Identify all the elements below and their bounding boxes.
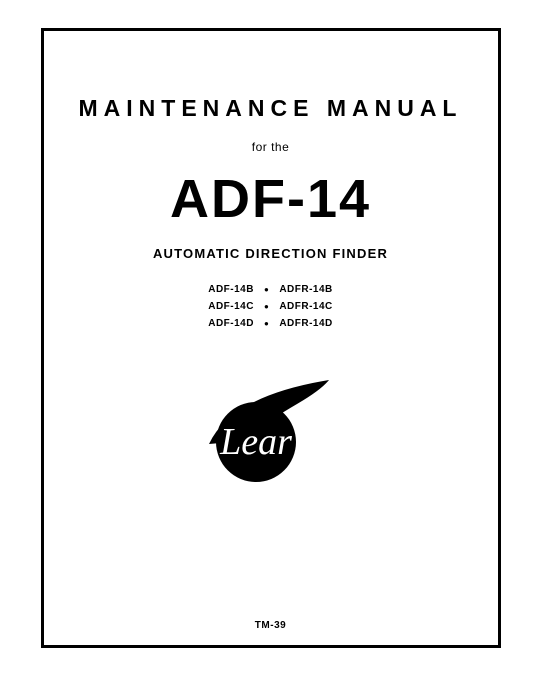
variant-row: ADF-14D ● ADFR-14D bbox=[208, 315, 333, 332]
brand-logo: Lear bbox=[201, 374, 341, 484]
variant-right: ADFR-14D bbox=[279, 315, 332, 332]
lear-logo-icon: Lear bbox=[201, 374, 341, 484]
manual-title: MAINTENANCE MANUAL bbox=[79, 95, 463, 122]
bullet-icon: ● bbox=[264, 303, 269, 311]
bullet-icon: ● bbox=[264, 286, 269, 294]
variant-list: ADF-14B ● ADFR-14B ADF-14C ● ADFR-14C AD… bbox=[208, 281, 333, 332]
bullet-icon: ● bbox=[264, 320, 269, 328]
for-the-label: for the bbox=[252, 140, 290, 154]
page: MAINTENANCE MANUAL for the ADF-14 AUTOMA… bbox=[0, 0, 541, 700]
variant-left: ADF-14C bbox=[208, 298, 254, 315]
variant-row: ADF-14B ● ADFR-14B bbox=[208, 281, 333, 298]
model-code: ADF-14 bbox=[170, 168, 371, 230]
variant-left: ADF-14B bbox=[208, 281, 254, 298]
product-subtitle: AUTOMATIC DIRECTION FINDER bbox=[153, 246, 388, 261]
variant-right: ADFR-14B bbox=[279, 281, 332, 298]
variant-right: ADFR-14C bbox=[279, 298, 332, 315]
brand-logo-text: Lear bbox=[219, 421, 292, 463]
doc-code: TM-39 bbox=[44, 620, 498, 631]
variant-row: ADF-14C ● ADFR-14C bbox=[208, 298, 333, 315]
cover-frame: MAINTENANCE MANUAL for the ADF-14 AUTOMA… bbox=[41, 28, 501, 648]
variant-left: ADF-14D bbox=[208, 315, 254, 332]
